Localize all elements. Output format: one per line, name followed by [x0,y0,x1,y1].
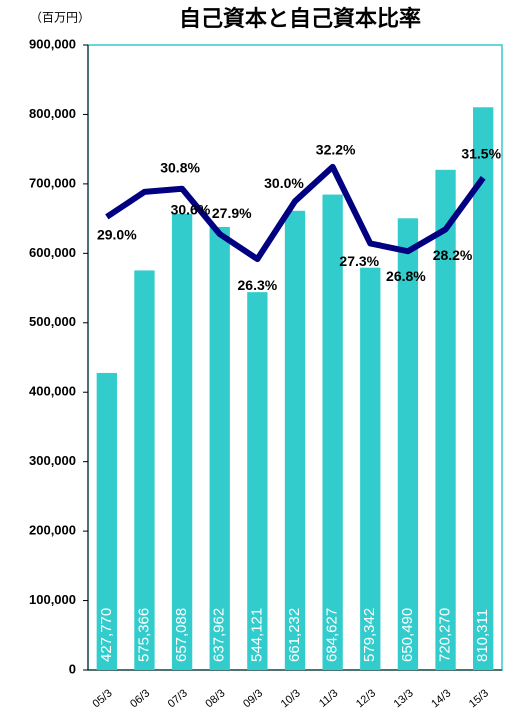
y-tick-label: 800,000 [29,106,76,121]
ratio-label: 30.6% [171,202,211,218]
ratio-line [105,163,486,263]
bar [134,270,155,670]
ratio-label: 30.0% [264,175,304,191]
unit-label: （百万円） [30,11,90,25]
bar [360,267,381,670]
bar-value-label: 544,121 [248,608,265,662]
x-tick-label: 05/3 [90,687,114,710]
bar-value-label: 657,088 [173,608,190,662]
y-tick-label: 500,000 [29,314,76,329]
x-tick-label: 06/3 [128,687,152,710]
y-tick-label: 900,000 [29,36,76,51]
x-tick-label: 13/3 [392,687,416,710]
ratio-label: 30.8% [160,159,200,175]
y-tick-label: 100,000 [29,592,76,607]
x-tick-label: 09/3 [241,687,265,710]
ratio-label: 29.0% [97,227,137,243]
y-tick-label: 600,000 [29,245,76,260]
x-tick-label: 07/3 [166,687,190,710]
x-tick-label: 12/3 [354,687,378,710]
bar [473,107,494,670]
bar [247,292,268,670]
bar [435,169,456,670]
x-tick-label: 15/3 [467,687,491,710]
y-tick-label: 0 [69,661,76,676]
x-tick-label: 10/3 [279,687,303,710]
ratio-label: 28.2% [433,247,473,263]
chart-title: 自己資本と自己資本比率 [179,6,421,32]
y-tick-label: 200,000 [29,523,76,538]
bar [171,213,193,670]
x-tick-label: 14/3 [429,687,453,710]
bar [96,372,117,670]
bar [397,218,419,671]
bar-value-label: 810,311 [474,609,491,662]
bar-value-label: 575,366 [135,608,152,662]
y-tick-label: 400,000 [29,384,76,399]
y-tick-label: 300,000 [29,453,76,468]
ratio-label: 27.9% [212,205,252,221]
x-tick-label: 11/3 [317,687,340,709]
bar [322,194,343,671]
bar-value-label: 720,270 [437,608,454,662]
ratio-label: 32.2% [316,142,356,158]
ratio-label: 26.8% [386,268,426,284]
ratio-label: 26.3% [238,277,278,293]
bar-value-label: 684,627 [324,608,341,662]
bar-value-label: 650,490 [399,608,416,662]
bar [209,226,230,671]
bar-value-label: 579,342 [361,608,378,662]
bar-value-label: 661,232 [286,608,303,662]
y-tick-label: 700,000 [29,175,76,190]
ratio-label: 27.3% [339,253,379,269]
ratio-label: 31.5% [461,146,501,162]
bar-value-label: 637,962 [211,608,228,662]
bar-value-label: 427,770 [98,608,115,662]
x-tick-label: 08/3 [203,687,227,710]
bar [284,210,306,671]
